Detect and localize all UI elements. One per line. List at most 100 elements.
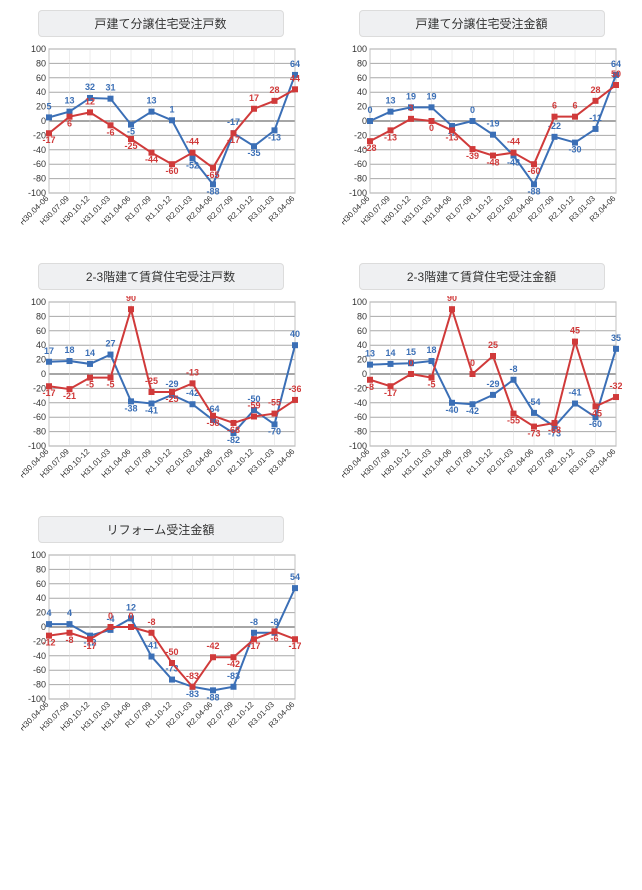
svg-text:-40: -40 [32,398,45,408]
svg-text:-5: -5 [106,380,114,390]
svg-text:-25: -25 [144,376,157,386]
svg-text:17: 17 [248,93,258,103]
svg-text:-13: -13 [185,367,198,377]
svg-text:-35: -35 [247,148,260,158]
svg-text:18: 18 [426,345,436,355]
svg-text:-68: -68 [547,425,560,435]
svg-text:-20: -20 [353,130,366,140]
chart-chart1: 戸建て分譲住宅受注戸数-100-80-60-40-20020406080100H… [10,10,311,243]
svg-text:15: 15 [405,347,415,357]
svg-text:-60: -60 [353,159,366,169]
svg-text:20: 20 [35,102,45,112]
svg-text:-41: -41 [144,641,157,651]
svg-text:100: 100 [30,44,45,54]
svg-text:0: 0 [408,358,413,368]
svg-text:80: 80 [35,58,45,68]
chart-title: 戸建て分譲住宅受注戸数 [38,10,284,37]
svg-text:-12: -12 [42,638,55,648]
svg-text:40: 40 [35,593,45,603]
svg-text:35: 35 [610,333,620,343]
plot-area: -100-80-60-40-20020406080100H30.04-06H30… [342,296,622,496]
svg-text:100: 100 [351,297,366,307]
svg-text:25: 25 [487,340,497,350]
svg-text:-60: -60 [32,412,45,422]
svg-text:0: 0 [128,611,133,621]
svg-text:-60: -60 [165,166,178,176]
svg-text:-28: -28 [363,143,376,153]
svg-text:-82: -82 [226,435,239,445]
svg-text:40: 40 [35,87,45,97]
svg-text:-54: -54 [527,397,540,407]
svg-text:-60: -60 [527,166,540,176]
chart-chart2: 戸建て分譲住宅受注金額-100-80-60-40-20020406080100H… [331,10,632,243]
svg-text:-17: -17 [383,388,396,398]
svg-text:-65: -65 [206,170,219,180]
svg-text:20: 20 [35,355,45,365]
svg-text:-29: -29 [486,379,499,389]
svg-text:-45: -45 [588,408,601,418]
svg-text:-17: -17 [247,641,260,651]
svg-text:-17: -17 [42,135,55,145]
svg-text:60: 60 [35,579,45,589]
svg-text:-8: -8 [365,382,373,392]
svg-text:-40: -40 [353,398,366,408]
svg-text:-44: -44 [144,155,157,165]
svg-text:-25: -25 [165,394,178,404]
svg-text:-13: -13 [445,132,458,142]
svg-text:-17: -17 [83,641,96,651]
svg-text:-5: -5 [126,127,134,137]
svg-text:13: 13 [364,349,374,359]
svg-text:-17: -17 [42,388,55,398]
svg-text:-38: -38 [124,403,137,413]
svg-text:-80: -80 [32,427,45,437]
svg-text:13: 13 [146,96,156,106]
svg-text:54: 54 [289,572,299,582]
svg-text:-83: -83 [226,671,239,681]
svg-text:40: 40 [289,329,299,339]
svg-text:-17: -17 [226,135,239,145]
svg-text:100: 100 [351,44,366,54]
svg-text:44: 44 [289,73,299,83]
svg-text:80: 80 [35,311,45,321]
svg-text:-60: -60 [32,665,45,675]
svg-text:-36: -36 [288,384,301,394]
svg-text:13: 13 [64,96,74,106]
svg-text:-80: -80 [32,174,45,184]
svg-text:-83: -83 [185,671,198,681]
svg-text:-25: -25 [124,141,137,151]
svg-text:-17: -17 [288,641,301,651]
svg-text:-55: -55 [506,416,519,426]
svg-text:-17: -17 [226,117,239,127]
svg-text:-13: -13 [383,132,396,142]
plot-area: -100-80-60-40-20020406080100H30.04-06H30… [21,43,301,243]
svg-text:-6: -6 [106,127,114,137]
svg-text:13: 13 [385,96,395,106]
svg-text:90: 90 [446,296,456,303]
svg-text:-5: -5 [85,380,93,390]
svg-text:50: 50 [610,69,620,79]
svg-text:-42: -42 [465,406,478,416]
svg-text:28: 28 [590,85,600,95]
svg-text:5: 5 [46,101,51,111]
svg-text:-83: -83 [185,689,198,699]
svg-text:-48: -48 [486,158,499,168]
svg-text:-60: -60 [32,159,45,169]
svg-text:-60: -60 [588,419,601,429]
svg-text:0: 0 [367,105,372,115]
chart-chart4: 2-3階建て賃貸住宅受注金額-100-80-60-40-200204060801… [331,263,632,496]
svg-text:6: 6 [66,119,71,129]
svg-text:32: 32 [84,82,94,92]
plot-area: -100-80-60-40-20020406080100H30.04-06H30… [21,549,301,749]
svg-text:-40: -40 [445,405,458,415]
svg-text:-21: -21 [62,391,75,401]
svg-text:60: 60 [35,73,45,83]
svg-text:-80: -80 [353,427,366,437]
svg-text:28: 28 [269,85,279,95]
svg-text:0: 0 [361,369,366,379]
svg-text:-8: -8 [509,364,517,374]
chart-title: 2-3階建て賃貸住宅受注金額 [359,263,605,290]
svg-text:0: 0 [40,622,45,632]
svg-text:0: 0 [107,611,112,621]
svg-text:-42: -42 [206,641,219,651]
svg-text:-19: -19 [486,119,499,129]
